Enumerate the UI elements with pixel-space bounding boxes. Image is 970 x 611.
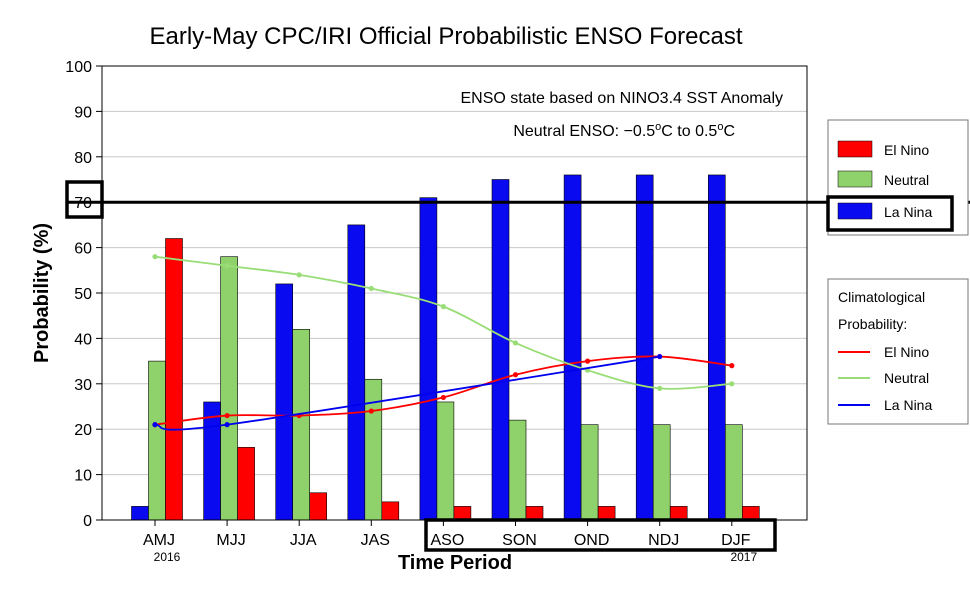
bar-el-nino-jja xyxy=(309,492,328,521)
bar-la-nina-djf xyxy=(707,174,726,521)
bar-la-nina-ndj xyxy=(635,174,654,521)
legend-swatch-el-nino xyxy=(837,140,873,158)
x-tick-label-djf: DJF xyxy=(721,532,751,549)
bar-el-nino-ond xyxy=(597,506,616,521)
x-axis-ticks: AMJ MJJ JJA JAS ASO SON OND NDJ DJF 2016 2017 xyxy=(143,520,757,564)
climo-point-el-nino-son xyxy=(512,372,519,378)
y-tick-label-50: 50 xyxy=(74,286,92,303)
y-tick-label-30: 30 xyxy=(74,377,92,394)
bar-neutral-ond xyxy=(580,424,599,521)
x-tick-label-ndj: NDJ xyxy=(648,532,679,549)
climatology-lines xyxy=(152,254,735,431)
bar-la-nina-son xyxy=(491,179,510,521)
climo-line-la-nina xyxy=(154,355,660,431)
legend-climatology: Climatological Probability: El Nino Neut… xyxy=(827,278,969,425)
y-axis-label: Probability (%) xyxy=(31,223,53,363)
climo-point-neutral-amj xyxy=(152,254,158,260)
legend-forecast: El Nino Neutral La Nina xyxy=(826,119,969,236)
y-tick-label-40: 40 xyxy=(74,331,92,348)
legend-swatch-la-nina xyxy=(837,202,873,220)
legend-climo-label-neutral: Neutral xyxy=(884,370,929,386)
y-tick-label-10: 10 xyxy=(74,468,92,485)
bar-la-nina-amj xyxy=(131,506,149,521)
y-tick-label-0: 0 xyxy=(83,513,92,530)
bar-el-nino-mjj xyxy=(237,447,255,521)
x-tick-label-ond: OND xyxy=(574,532,610,549)
x-tick-label-son: SON xyxy=(502,532,537,549)
x-tick-label-mjj: MJJ xyxy=(216,532,245,549)
bar-neutral-djf xyxy=(724,424,743,521)
legend-climo-label-la-nina: La Nina xyxy=(884,397,932,413)
climo-point-el-nino-aso xyxy=(440,394,446,401)
y-tick-label-80: 80 xyxy=(74,150,92,167)
bar-neutral-mjj xyxy=(220,256,238,521)
x-tick-label-jas: JAS xyxy=(361,532,390,549)
x-year-label-2016: 2016 xyxy=(154,550,181,564)
bar-el-nino-djf xyxy=(741,506,760,521)
bar-neutral-son xyxy=(508,419,527,521)
legend-swatch-neutral xyxy=(837,170,873,188)
climo-point-neutral-son xyxy=(512,340,519,346)
legend-climo-title-2: Probability: xyxy=(838,316,907,332)
x-year-label-2017: 2017 xyxy=(730,550,757,564)
climo-point-el-nino-ond xyxy=(585,358,591,364)
y-tick-label-20: 20 xyxy=(74,422,92,439)
y-tick-label-90: 90 xyxy=(74,104,92,121)
climo-point-el-nino-djf xyxy=(729,363,735,369)
legend-label-neutral: Neutral xyxy=(884,172,929,188)
legend-label-el-nino: El Nino xyxy=(884,142,929,158)
bar-la-nina-aso xyxy=(419,197,438,521)
legend-climo-title-1: Climatological xyxy=(838,289,925,305)
bars xyxy=(131,174,760,521)
bar-neutral-ndj xyxy=(652,424,671,521)
chart-title: Early-May CPC/IRI Official Probabilistic… xyxy=(149,23,742,50)
bar-el-nino-aso xyxy=(453,506,472,521)
bar-el-nino-ndj xyxy=(669,506,688,521)
y-tick-label-100: 100 xyxy=(65,59,92,76)
climo-point-neutral-ndj xyxy=(657,385,663,391)
x-tick-label-amj: AMJ xyxy=(143,532,175,549)
bar-la-nina-jas xyxy=(347,224,366,521)
climo-point-la-nina-ndj xyxy=(657,353,663,360)
bar-la-nina-jja xyxy=(275,283,294,521)
annotation-line1: ENSO state based on NINO3.4 SST Anomaly xyxy=(460,90,783,107)
legend-climo-label-el-nino: El Nino xyxy=(884,344,929,360)
x-tick-label-aso: ASO xyxy=(431,532,465,549)
y-tick-label-60: 60 xyxy=(74,241,92,258)
x-axis-label: Time Period xyxy=(398,552,512,574)
bar-neutral-amj xyxy=(148,360,166,521)
bar-la-nina-ond xyxy=(563,174,582,521)
climo-point-neutral-jja xyxy=(296,272,302,278)
climo-point-neutral-aso xyxy=(440,304,446,310)
bar-el-nino-son xyxy=(525,506,544,521)
climo-point-la-nina-amj xyxy=(152,422,158,428)
highlight-box-70 xyxy=(65,180,104,219)
bar-la-nina-mjj xyxy=(203,401,221,521)
climo-point-el-nino-mjj xyxy=(224,412,230,419)
bar-el-nino-jas xyxy=(381,501,400,521)
legend-highlight-la-nina xyxy=(826,195,954,232)
climo-point-neutral-djf xyxy=(729,381,735,387)
annotation-line2: Neutral ENSO: −0.5oC to 0.5oC xyxy=(513,121,735,140)
bar-neutral-aso xyxy=(436,401,455,521)
climo-point-el-nino-jas xyxy=(368,408,374,414)
bar-neutral-jja xyxy=(292,329,311,521)
highlight-box-aso-djf xyxy=(424,518,777,552)
bar-neutral-jas xyxy=(364,378,383,521)
bar-el-nino-amj xyxy=(165,238,183,521)
x-tick-label-jja: JJA xyxy=(290,532,317,549)
climo-point-la-nina-mjj xyxy=(224,422,230,428)
climo-point-neutral-jas xyxy=(368,285,374,292)
legend-label-la-nina: La Nina xyxy=(884,204,932,220)
climo-point-neutral-mjj xyxy=(224,263,230,269)
